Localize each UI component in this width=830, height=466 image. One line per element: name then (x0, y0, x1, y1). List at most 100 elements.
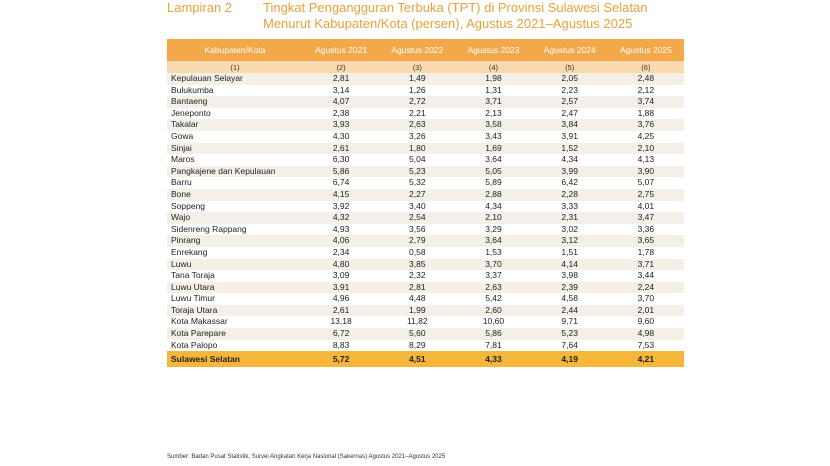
tpt-value: 2,24 (607, 281, 684, 294)
tpt-value: 9,60 (607, 316, 684, 329)
table-row: Takalar 3,93 2,63 3,58 3,84 3,76 (167, 119, 684, 131)
region-name: Pangkajene dan Kepulauan (167, 165, 303, 178)
header-aug-2021: Agustus 2021 (303, 39, 380, 61)
tpt-value: 4,32 (303, 212, 380, 224)
tpt-value: 2,63 (379, 119, 456, 131)
tpt-value: 3,93 (303, 119, 380, 131)
tpt-value: 2,34 (303, 246, 380, 259)
table-row: Tana Toraja 3,09 2,32 3,37 3,98 3,44 (167, 270, 684, 282)
header-aug-2024: Agustus 2024 (531, 39, 608, 61)
tpt-value: 4,15 (303, 188, 380, 201)
tpt-value: 2,48 (607, 73, 684, 85)
tpt-value: 3,43 (455, 130, 532, 143)
tpt-value: 4,01 (607, 200, 684, 213)
table-row: Sinjai 2,61 1,80 1,69 1,52 2,10 (167, 142, 684, 155)
column-number: (1) (167, 61, 303, 73)
tpt-value: 2,72 (379, 96, 456, 108)
table-row: Barru 6,74 5,32 5,89 6,42 5,07 (167, 177, 684, 189)
region-name: Luwu Utara (167, 281, 303, 294)
tpt-value: 3,40 (379, 200, 456, 213)
tpt-value: 5,86 (303, 165, 380, 178)
tpt-value: 4,96 (303, 293, 380, 305)
tpt-value: 3,65 (607, 235, 684, 247)
tpt-value: 2,23 (531, 84, 608, 97)
tpt-table: Kabupaten/Kota Agustus 2021 Agustus 2022… (167, 39, 684, 368)
total-value: 4,33 (455, 351, 532, 368)
tpt-value: 1,98 (455, 73, 532, 85)
tpt-value: 1,51 (531, 246, 608, 259)
tpt-value: 4,98 (607, 328, 684, 340)
tpt-value: 4,25 (607, 130, 684, 143)
tpt-value: 3,70 (607, 293, 684, 305)
tpt-value: 1,52 (531, 142, 608, 155)
tpt-value: 1,53 (455, 246, 532, 259)
tpt-value: 4,80 (303, 258, 380, 271)
tpt-value: 5,60 (379, 328, 456, 340)
title-line-1: Tingkat Pengangguran Terbuka (TPT) di Pr… (263, 0, 648, 15)
region-name: Sinjai (167, 142, 303, 155)
tpt-value: 2,63 (455, 281, 532, 294)
region-name: Bulukumba (167, 84, 303, 97)
tpt-value: 4,34 (455, 200, 532, 213)
total-region: Sulawesi Selatan (167, 351, 303, 368)
tpt-value: 1,80 (379, 142, 456, 155)
tpt-value: 13,18 (303, 316, 380, 329)
tpt-value: 1,88 (607, 107, 684, 120)
title-line-2: Menurut Kabupaten/Kota (persen), Agustus… (263, 16, 633, 31)
tpt-value: 3,90 (607, 165, 684, 178)
table-row: Pinrang 4,06 2,79 3,64 3,12 3,65 (167, 235, 684, 247)
tpt-value: 3,44 (607, 270, 684, 282)
region-name: Kota Makassar (167, 316, 303, 329)
region-name: Gowa (167, 130, 303, 143)
tpt-value: 3,58 (455, 119, 532, 131)
tpt-value: 5,86 (455, 328, 532, 340)
tpt-value: 2,81 (303, 73, 380, 85)
tpt-value: 4,93 (303, 223, 380, 236)
tpt-value: 0,58 (379, 246, 456, 259)
tpt-value: 7,53 (607, 339, 684, 352)
region-name: Barru (167, 177, 303, 189)
tpt-value: 10,60 (455, 316, 532, 329)
tpt-value: 3,36 (607, 223, 684, 236)
tpt-value: 3,02 (531, 223, 608, 236)
region-name: Kepulauan Selayar (167, 73, 303, 85)
column-number: (5) (531, 61, 608, 73)
tpt-value: 2,61 (303, 142, 380, 155)
tpt-value: 3,29 (455, 223, 532, 236)
table-row: Wajo 4,32 2,54 2,10 2,31 3,47 (167, 212, 684, 224)
table-row: Luwu Timur 4,96 4,48 5,42 4,58 3,70 (167, 293, 684, 305)
tpt-value: 5,23 (531, 328, 608, 340)
table-row: Maros 6,30 5,04 3,64 4,34 4,13 (167, 154, 684, 166)
tpt-value: 5,89 (455, 177, 532, 189)
tpt-value: 3,71 (607, 258, 684, 271)
region-name: Takalar (167, 119, 303, 131)
table-row: Jeneponto 2,38 2,21 2,13 2,47 1,88 (167, 107, 684, 120)
tpt-value: 1,49 (379, 73, 456, 85)
tpt-value: 2,32 (379, 270, 456, 282)
tpt-value: 4,34 (531, 154, 608, 166)
tpt-value: 1,31 (455, 84, 532, 97)
tpt-value: 4,06 (303, 235, 380, 247)
table-row: Sidenreng Rappang 4,93 3,56 3,29 3,02 3,36 (167, 223, 684, 236)
tpt-value: 2,57 (531, 96, 608, 108)
tpt-value: 3,99 (531, 165, 608, 178)
header-row: Kabupaten/Kota Agustus 2021 Agustus 2022… (167, 39, 684, 61)
table-row: Enrekang 2,34 0,58 1,53 1,51 1,78 (167, 246, 684, 259)
tpt-value: 2,88 (455, 188, 532, 201)
tpt-value: 2,31 (531, 212, 608, 224)
tpt-value: 5,04 (379, 154, 456, 166)
tpt-value: 5,05 (455, 165, 532, 178)
table-row: Pangkajene dan Kepulauan 5,86 5,23 5,05 3,99… (167, 165, 684, 178)
tpt-value: 3,56 (379, 223, 456, 236)
tpt-value: 3,33 (531, 200, 608, 213)
tpt-value: 3,84 (531, 119, 608, 131)
tpt-value: 5,42 (455, 293, 532, 305)
tpt-value: 3,47 (607, 212, 684, 224)
header-aug-2023: Agustus 2023 (455, 39, 532, 61)
tpt-value: 1,69 (455, 142, 532, 155)
tpt-value: 6,74 (303, 177, 380, 189)
table-row: Toraja Utara 2,61 1,99 2,60 2,44 2,01 (167, 304, 684, 317)
column-number: (3) (379, 61, 456, 73)
tpt-value: 11,82 (379, 316, 456, 329)
tpt-value: 8,83 (303, 339, 380, 352)
